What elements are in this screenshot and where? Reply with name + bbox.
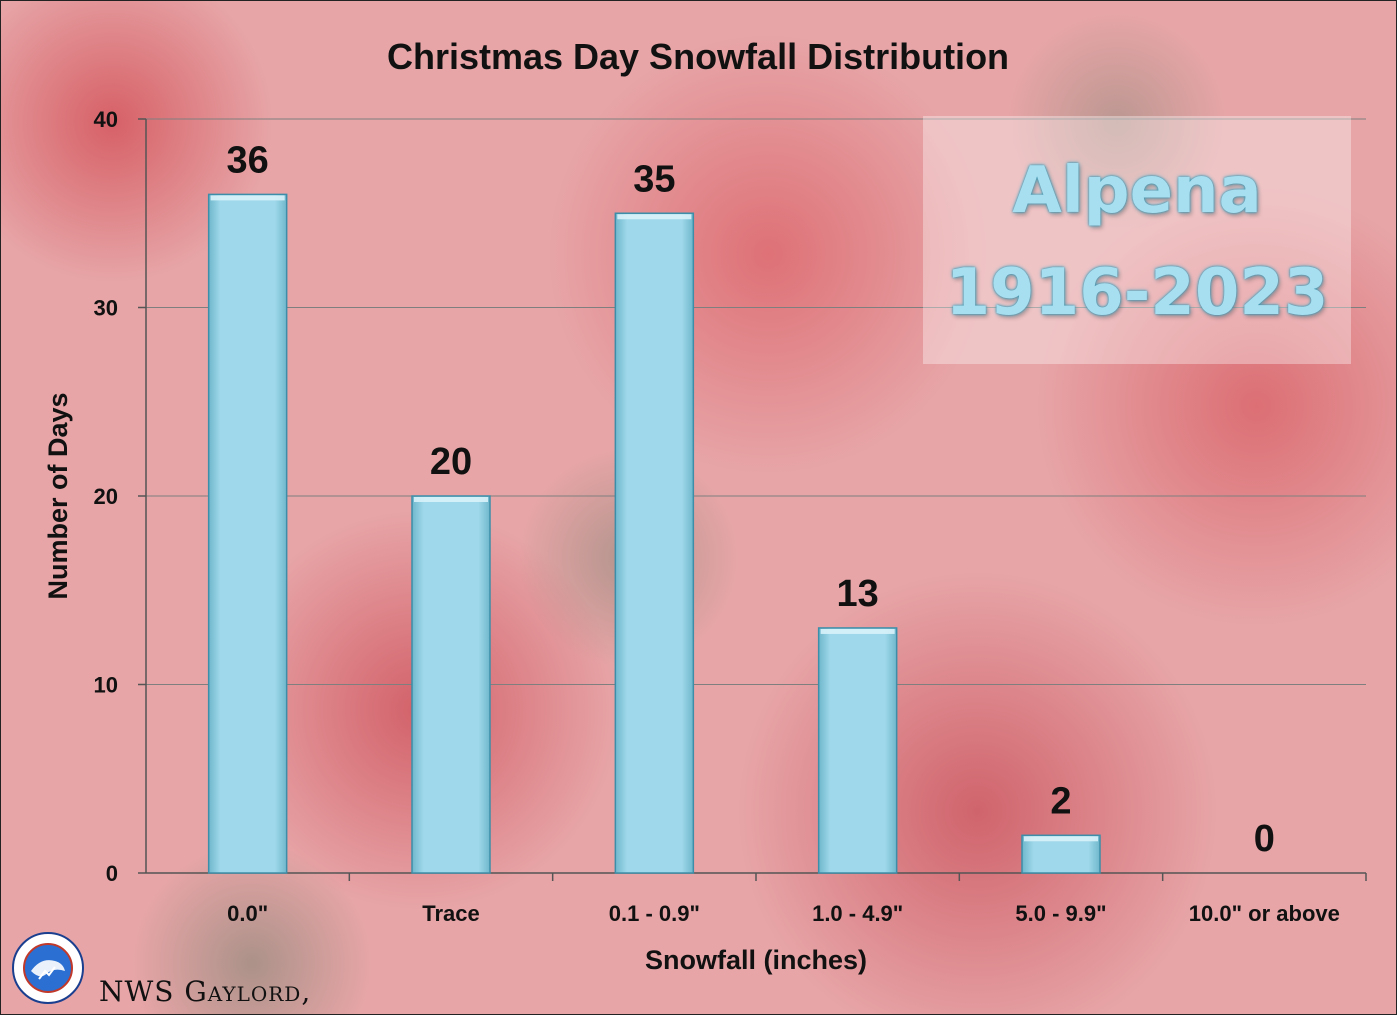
bar — [817, 627, 898, 874]
bar-data-label: 20 — [430, 441, 472, 483]
bar-highlight — [820, 628, 895, 634]
location-stamp: Alpena 1916-2023 — [923, 116, 1351, 364]
bar — [411, 495, 491, 874]
footer-office: NWS Gaylord, — [99, 975, 312, 1008]
bar — [1021, 834, 1101, 874]
y-tick-label: 0 — [106, 861, 118, 886]
bar-highlight — [414, 497, 488, 502]
bar-data-label: 2 — [1050, 780, 1071, 822]
bar-data-label: 0 — [1254, 818, 1275, 860]
y-axis-label: Number of Days — [43, 392, 73, 599]
y-tick-label: 10 — [94, 673, 118, 698]
x-tick-label: 10.0" or above — [1189, 901, 1340, 926]
x-tick-label: 0.0" — [227, 901, 268, 926]
x-tick-label: 5.0 - 9.9" — [1015, 901, 1106, 926]
bar-highlight — [210, 195, 285, 201]
bar — [614, 212, 695, 874]
nws-logo-icon — [11, 931, 85, 1005]
bar-highlight — [617, 214, 692, 220]
bar-data-label: 36 — [227, 139, 269, 181]
x-tick-label: 0.1 - 0.9" — [609, 901, 700, 926]
bar-data-label: 13 — [837, 573, 879, 615]
stamp-location: Alpena — [1012, 154, 1262, 228]
y-tick-label: 30 — [94, 296, 118, 321]
y-tick-label: 20 — [94, 484, 118, 509]
y-tick-label: 40 — [94, 107, 118, 132]
x-axis-label: Snowfall (inches) — [645, 945, 867, 975]
x-tick-label: Trace — [422, 901, 480, 926]
stamp-period: 1916-2023 — [945, 256, 1329, 330]
chart-title: Christmas Day Snowfall Distribution — [387, 36, 1009, 77]
bar-highlight — [1024, 836, 1098, 842]
x-tick-label: 1.0 - 4.9" — [812, 901, 903, 926]
bar-data-label: 35 — [633, 158, 675, 200]
bar — [207, 193, 288, 874]
